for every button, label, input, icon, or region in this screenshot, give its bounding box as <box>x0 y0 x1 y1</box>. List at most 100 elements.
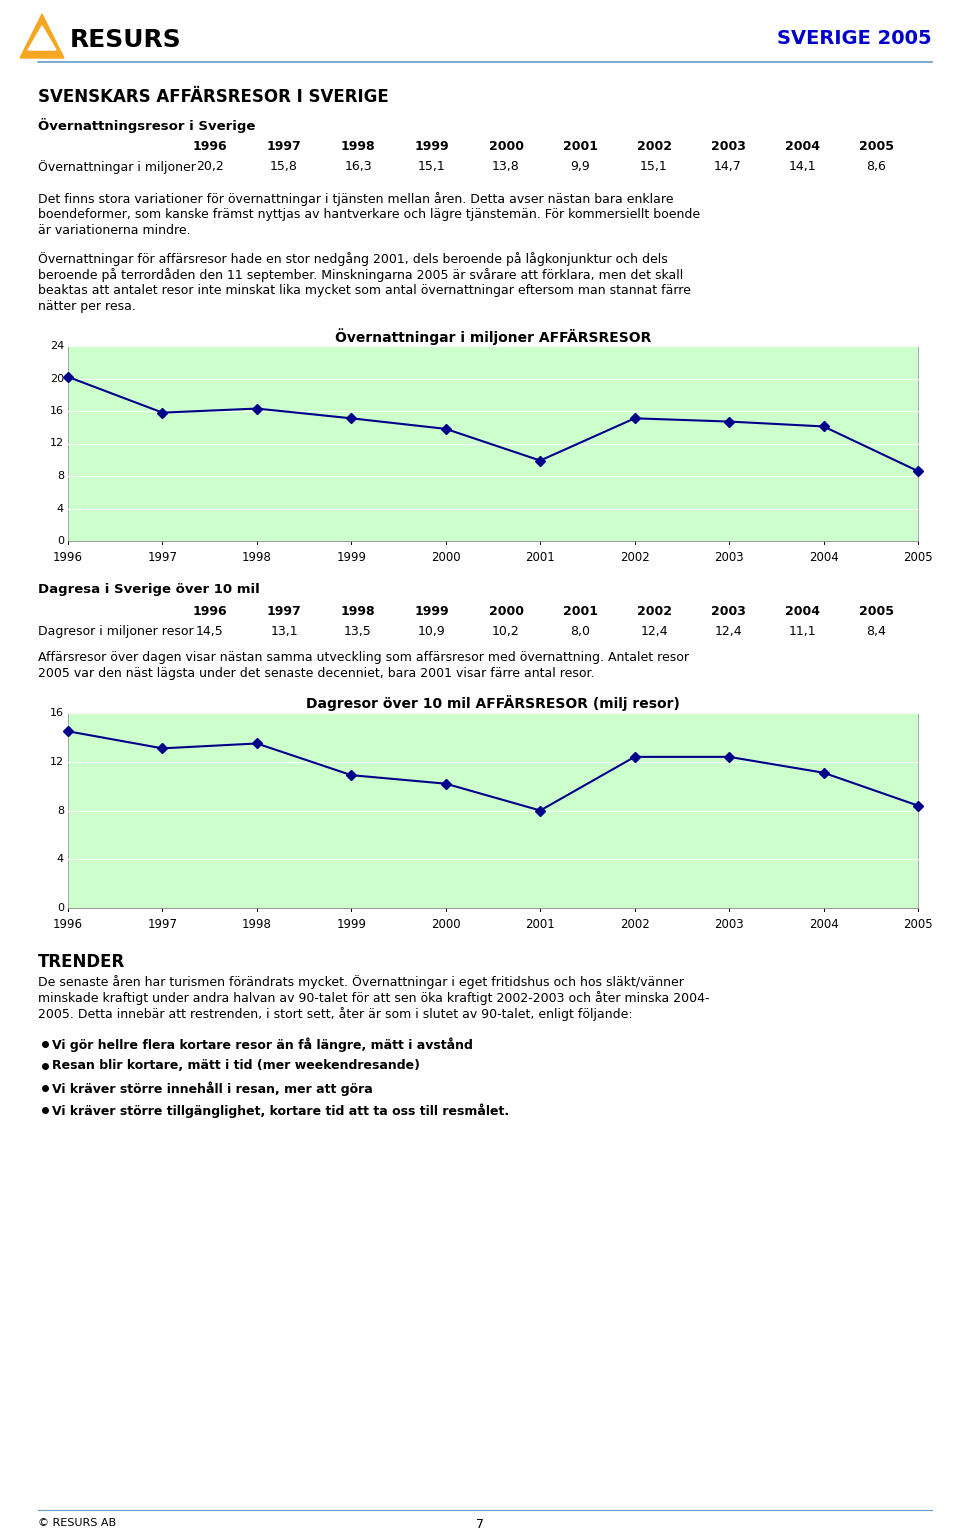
Text: © RESURS AB: © RESURS AB <box>38 1518 116 1528</box>
Text: Övernattningsresor i Sverige: Övernattningsresor i Sverige <box>38 118 255 133</box>
Text: 24: 24 <box>50 340 64 351</box>
Text: 2003: 2003 <box>714 550 744 564</box>
Text: Vi kräver större innehåll i resan, mer att göra: Vi kräver större innehåll i resan, mer a… <box>52 1081 372 1096</box>
Text: De senaste åren har turismen förändrats mycket. Övernattningar i eget fritidshus: De senaste åren har turismen förändrats … <box>38 975 684 989</box>
Text: 2005 var den näst lägsta under det senaste decenniet, bara 2001 visar färre anta: 2005 var den näst lägsta under det senas… <box>38 667 594 681</box>
Text: TRENDER: TRENDER <box>38 954 125 970</box>
Text: 9,9: 9,9 <box>570 159 589 173</box>
Text: 2001: 2001 <box>563 606 597 618</box>
Text: beroende på terrordåden den 11 september. Minskningarna 2005 är svårare att förk: beroende på terrordåden den 11 september… <box>38 268 684 282</box>
Text: Dagresa i Sverige över 10 mil: Dagresa i Sverige över 10 mil <box>38 583 260 596</box>
Text: 2000: 2000 <box>489 606 523 618</box>
Text: 2003: 2003 <box>710 140 745 153</box>
Text: 2004: 2004 <box>784 140 820 153</box>
Text: 1999: 1999 <box>415 140 449 153</box>
Text: 1999: 1999 <box>336 550 367 564</box>
Text: 11,1: 11,1 <box>788 625 816 638</box>
Text: 1999: 1999 <box>336 918 367 931</box>
Text: 4: 4 <box>57 503 64 514</box>
Text: 12: 12 <box>50 438 64 449</box>
Polygon shape <box>20 14 64 58</box>
Text: 10,9: 10,9 <box>419 625 445 638</box>
Text: 12,4: 12,4 <box>640 625 668 638</box>
Text: 13,1: 13,1 <box>270 625 298 638</box>
Text: 2000: 2000 <box>489 140 523 153</box>
Text: boendeformer, som kanske främst nyttjas av hantverkare och lägre tjänstemän. För: boendeformer, som kanske främst nyttjas … <box>38 208 700 221</box>
Text: är variationerna mindre.: är variationerna mindre. <box>38 224 191 238</box>
Text: 20,2: 20,2 <box>196 159 224 173</box>
Text: 1999: 1999 <box>415 606 449 618</box>
Text: Dagresor över 10 mil AFFÄRSRESOR (milj resor): Dagresor över 10 mil AFFÄRSRESOR (milj r… <box>306 694 680 711</box>
Text: 0: 0 <box>57 537 64 546</box>
Polygon shape <box>28 26 56 51</box>
Text: 1997: 1997 <box>148 918 178 931</box>
Text: 14,1: 14,1 <box>788 159 816 173</box>
Text: 14,7: 14,7 <box>714 159 742 173</box>
Text: beaktas att antalet resor inte minskat lika mycket som antal övernattningar efte: beaktas att antalet resor inte minskat l… <box>38 284 691 297</box>
Text: Resan blir kortare, mätt i tid (mer weekendresande): Resan blir kortare, mätt i tid (mer week… <box>52 1059 420 1072</box>
Text: 2002: 2002 <box>620 918 650 931</box>
Text: 2003: 2003 <box>710 606 745 618</box>
Text: 2005: 2005 <box>903 550 933 564</box>
Text: Affärsresor över dagen visar nästan samma utveckling som affärsresor med övernat: Affärsresor över dagen visar nästan samm… <box>38 652 689 664</box>
Text: 2005: 2005 <box>858 606 894 618</box>
Text: 15,8: 15,8 <box>270 159 298 173</box>
Text: 8,4: 8,4 <box>866 625 886 638</box>
Text: 1998: 1998 <box>242 918 272 931</box>
Bar <box>68 346 918 541</box>
Text: Vi kräver större tillgänglighet, kortare tid att ta oss till resmålet.: Vi kräver större tillgänglighet, kortare… <box>52 1104 509 1118</box>
Text: 7: 7 <box>476 1518 484 1531</box>
Text: 1996: 1996 <box>53 918 83 931</box>
Text: 1996: 1996 <box>53 550 83 564</box>
Text: RESURS: RESURS <box>70 28 181 52</box>
Text: 2000: 2000 <box>431 550 461 564</box>
Text: Det finns stora variationer för övernattningar i tjänsten mellan åren. Detta avs: Det finns stora variationer för övernatt… <box>38 192 674 205</box>
Text: 8,6: 8,6 <box>866 159 886 173</box>
Text: 2005. Detta innebär att restrenden, i stort sett, åter är som i slutet av 90-tal: 2005. Detta innebär att restrenden, i st… <box>38 1007 633 1021</box>
Text: 2003: 2003 <box>714 918 744 931</box>
Text: 2002: 2002 <box>636 606 671 618</box>
Text: 1997: 1997 <box>267 606 301 618</box>
Text: SVENSKARS AFFÄRSRESOR I SVERIGE: SVENSKARS AFFÄRSRESOR I SVERIGE <box>38 87 389 106</box>
Text: 2001: 2001 <box>563 140 597 153</box>
Text: 13,8: 13,8 <box>492 159 520 173</box>
Text: 1998: 1998 <box>341 140 375 153</box>
Text: 16: 16 <box>50 708 64 717</box>
Text: 15,1: 15,1 <box>419 159 445 173</box>
Text: 8: 8 <box>57 471 64 481</box>
Text: 12,4: 12,4 <box>714 625 742 638</box>
Text: 1998: 1998 <box>242 550 272 564</box>
Text: Övernattningar i miljoner: Övernattningar i miljoner <box>38 159 196 173</box>
Text: 2004: 2004 <box>784 606 820 618</box>
Text: 0: 0 <box>57 903 64 914</box>
Text: 8,0: 8,0 <box>570 625 590 638</box>
Bar <box>68 713 918 908</box>
Text: 2002: 2002 <box>636 140 671 153</box>
Text: Dagresor i miljoner resor: Dagresor i miljoner resor <box>38 625 194 638</box>
Text: 1997: 1997 <box>267 140 301 153</box>
Text: 2005: 2005 <box>903 918 933 931</box>
Text: 2005: 2005 <box>858 140 894 153</box>
Text: 14,5: 14,5 <box>196 625 224 638</box>
Text: 1996: 1996 <box>193 606 228 618</box>
Text: 20: 20 <box>50 374 64 383</box>
Text: 12: 12 <box>50 757 64 766</box>
Text: SVERIGE 2005: SVERIGE 2005 <box>778 29 932 48</box>
Text: nätter per resa.: nätter per resa. <box>38 300 136 313</box>
Text: 2001: 2001 <box>525 550 555 564</box>
Text: 16,3: 16,3 <box>345 159 372 173</box>
Text: 2001: 2001 <box>525 918 555 931</box>
Text: minskade kraftigt under andra halvan av 90-talet för att sen öka kraftigt 2002-2: minskade kraftigt under andra halvan av … <box>38 990 709 1006</box>
Text: 15,1: 15,1 <box>640 159 668 173</box>
Text: Vi gör hellre flera kortare resor än få längre, mätt i avstånd: Vi gör hellre flera kortare resor än få … <box>52 1036 473 1052</box>
Text: 1996: 1996 <box>193 140 228 153</box>
Text: 13,5: 13,5 <box>344 625 372 638</box>
Text: 1998: 1998 <box>341 606 375 618</box>
Text: 2002: 2002 <box>620 550 650 564</box>
Text: 1997: 1997 <box>148 550 178 564</box>
Text: 16: 16 <box>50 406 64 415</box>
Text: 2000: 2000 <box>431 918 461 931</box>
Text: Övernattningar för affärsresor hade en stor nedgång 2001, dels beroende på lågko: Övernattningar för affärsresor hade en s… <box>38 251 668 265</box>
Text: Övernattningar i miljoner AFFÄRSRESOR: Övernattningar i miljoner AFFÄRSRESOR <box>335 328 651 345</box>
Text: 8: 8 <box>57 805 64 816</box>
